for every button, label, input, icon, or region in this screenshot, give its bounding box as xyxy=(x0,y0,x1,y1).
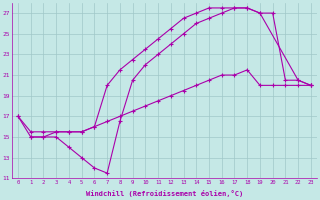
X-axis label: Windchill (Refroidissement éolien,°C): Windchill (Refroidissement éolien,°C) xyxy=(86,190,243,197)
